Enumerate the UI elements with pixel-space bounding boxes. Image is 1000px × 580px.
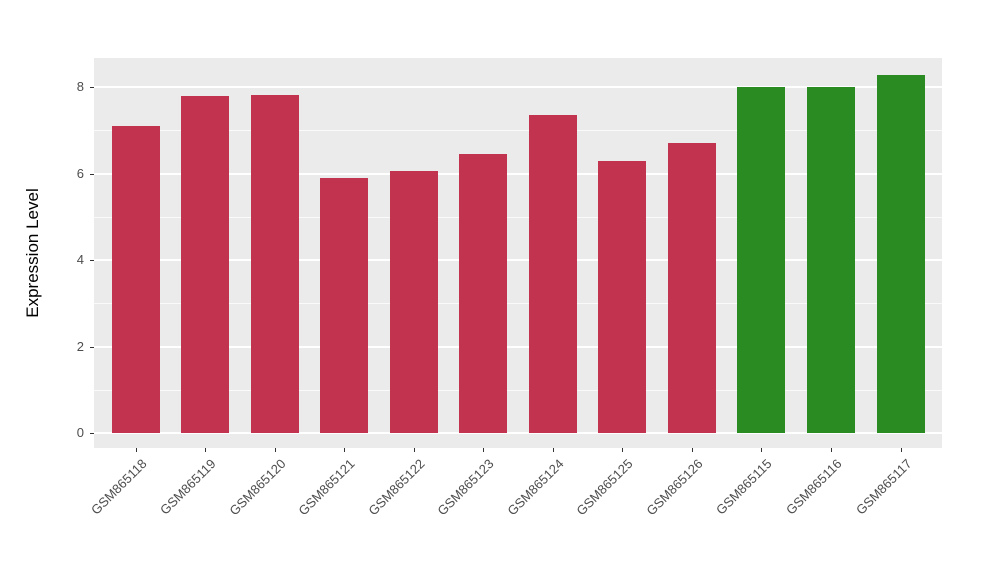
y-tick-mark <box>90 346 94 348</box>
y-tick-mark <box>90 260 94 261</box>
x-tick-mark <box>900 448 902 452</box>
gridline-major <box>94 345 942 348</box>
bar <box>320 177 369 433</box>
x-tick-mark <box>413 448 415 452</box>
bar <box>250 94 299 433</box>
x-tick-mark <box>274 448 276 452</box>
x-tick-mark <box>135 448 137 452</box>
gridline-minor <box>94 130 942 132</box>
x-tick-mark <box>552 448 554 452</box>
y-tick-mark <box>90 173 94 175</box>
y-tick-label: 6 <box>76 165 84 181</box>
gridline-minor <box>94 216 942 218</box>
bar <box>389 171 438 433</box>
y-tick-label: 4 <box>76 252 84 267</box>
bar <box>667 142 716 433</box>
gridline-minor <box>94 389 942 391</box>
y-tick-label: 8 <box>76 79 84 94</box>
gridline-major <box>94 86 942 88</box>
y-tick-label: 0 <box>76 425 84 440</box>
bar <box>598 160 647 433</box>
bar <box>181 95 230 433</box>
x-tick-mark <box>483 448 485 452</box>
bar <box>528 114 577 433</box>
bar <box>459 154 508 433</box>
x-tick-mark <box>205 448 207 452</box>
gridline-minor <box>94 303 942 305</box>
gridline-major <box>94 259 942 261</box>
gridline-major <box>94 432 942 434</box>
y-axis-title: Expression Level <box>23 188 42 318</box>
y-tick-mark <box>90 433 94 434</box>
bar <box>807 87 855 433</box>
x-tick-mark <box>344 448 346 452</box>
gridline-major <box>94 172 942 175</box>
y-tick-mark <box>90 87 94 88</box>
y-tick-label: 2 <box>76 338 84 354</box>
x-tick-mark <box>622 448 624 452</box>
plot-panel <box>94 58 942 448</box>
x-tick-mark <box>831 448 832 452</box>
x-tick-mark <box>761 448 763 452</box>
bar <box>876 74 925 433</box>
bar <box>737 86 786 433</box>
bar <box>111 125 160 433</box>
x-tick-mark <box>691 448 693 452</box>
